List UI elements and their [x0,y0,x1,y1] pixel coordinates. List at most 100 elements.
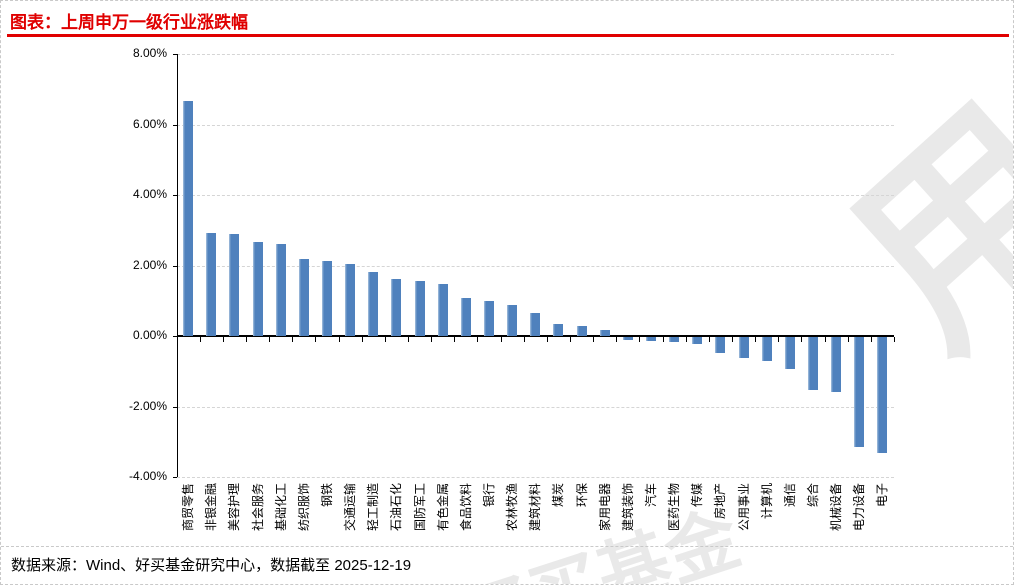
y-axis-tick [172,477,177,478]
x-axis-tick [662,337,664,342]
y-axis-tick [172,406,177,408]
gridline [176,195,894,196]
x-axis-tick [222,337,224,342]
gridline [176,406,894,408]
x-axis-tick [569,337,571,342]
x-axis-tick [731,337,733,342]
x-axis-tick [361,337,363,342]
bar-纺织服饰 [298,258,309,336]
bar-社会服务 [252,241,263,336]
x-category-label: 汽车 [643,483,658,508]
x-axis-tick [245,337,247,342]
bar-交通运输 [345,263,356,336]
bar-机械设备 [831,337,842,392]
x-axis-tick [755,337,757,342]
x-axis-tick [801,337,803,342]
y-axis-tick-label: 8.00% [132,46,167,60]
bar-钢铁 [321,261,332,336]
gridline [176,124,894,126]
x-category-label: 非银金融 [204,483,219,532]
x-axis-tick [639,337,641,342]
y-axis-tick-label: 4.00% [132,187,167,201]
x-category-label: 社会服务 [250,483,265,532]
x-axis-tick [616,337,618,342]
gridline [176,477,894,478]
bar-有色金属 [437,284,448,336]
y-axis-tick [172,124,177,126]
bar-房地产 [715,337,726,353]
x-axis-tick [384,337,386,342]
gridline [176,54,894,55]
x-category-label: 公用事业 [736,483,751,532]
x-category-label: 通信 [782,483,797,508]
x-category-label: 计算机 [759,483,774,520]
x-axis-tick [847,337,849,342]
x-category-label: 钢铁 [319,483,334,508]
bar-基础化工 [275,243,286,336]
x-axis-tick [870,337,872,342]
x-category-label: 纺织服饰 [296,483,311,532]
x-category-label: 轻工制造 [366,483,381,532]
x-category-label: 煤炭 [551,483,566,508]
x-axis-line [176,335,894,337]
bar-传媒 [692,337,703,345]
x-category-label: 建筑材料 [528,483,543,532]
x-axis-tick [500,337,502,342]
x-category-label: 房地产 [713,483,728,520]
x-category-label: 综合 [805,483,820,508]
bar-医药生物 [669,337,680,342]
x-category-label: 基础化工 [273,483,288,532]
data-source-note: 数据来源：Wind、好买基金研究中心，数据截至 2025-12-19 [11,557,412,574]
y-axis-tick-label: -4.00% [128,469,167,483]
x-category-label: 石油石化 [389,483,404,532]
x-axis-tick [546,337,548,342]
x-category-label: 医药生物 [667,483,682,532]
gridline [176,265,894,267]
x-axis-tick [894,337,895,342]
x-axis-tick [292,337,294,342]
x-axis-tick [199,337,201,342]
x-axis-tick [338,337,340,342]
x-axis-tick [708,337,710,342]
bar-轻工制造 [368,272,379,336]
y-axis-tick-label: 2.00% [132,257,167,272]
y-axis-tick [172,195,177,196]
x-category-label: 电子 [875,483,890,508]
x-category-label: 建筑装饰 [620,483,635,532]
bar-国防军工 [414,281,425,336]
x-axis-tick [477,337,479,342]
y-axis-tick-label: 6.00% [132,116,167,131]
x-axis-tick [176,337,178,342]
x-axis-tick [269,337,271,342]
bar-家用电器 [599,330,610,336]
x-category-label: 商贸零售 [181,483,196,532]
x-axis-tick [593,337,595,342]
bar-综合 [807,337,818,391]
y-axis-tick [172,265,177,267]
x-category-label: 传媒 [690,483,705,508]
y-axis-tick-label: -2.00% [128,398,167,413]
x-axis-tick [454,337,456,342]
chart-title: 图表：上周申万一级行业涨跌幅 [10,13,248,32]
bar-通信 [784,337,795,369]
x-category-label: 国防军工 [412,483,427,532]
x-axis-tick [824,337,826,342]
bar-非银金融 [206,233,217,336]
bar-计算机 [761,337,772,362]
footer-divider [1,546,1013,547]
bar-汽车 [645,337,656,341]
y-axis-tick [172,336,177,337]
x-axis-tick [407,337,409,342]
x-axis-tick [431,337,433,342]
y-axis-line [176,54,178,477]
bar-公用事业 [738,337,749,358]
title-underline [7,34,1009,37]
x-axis-tick [523,337,525,342]
bar-商贸零售 [183,100,194,336]
x-category-label: 银行 [481,483,496,508]
x-category-label: 家用电器 [597,483,612,532]
bar-环保 [576,326,587,336]
x-axis-tick [315,337,317,342]
